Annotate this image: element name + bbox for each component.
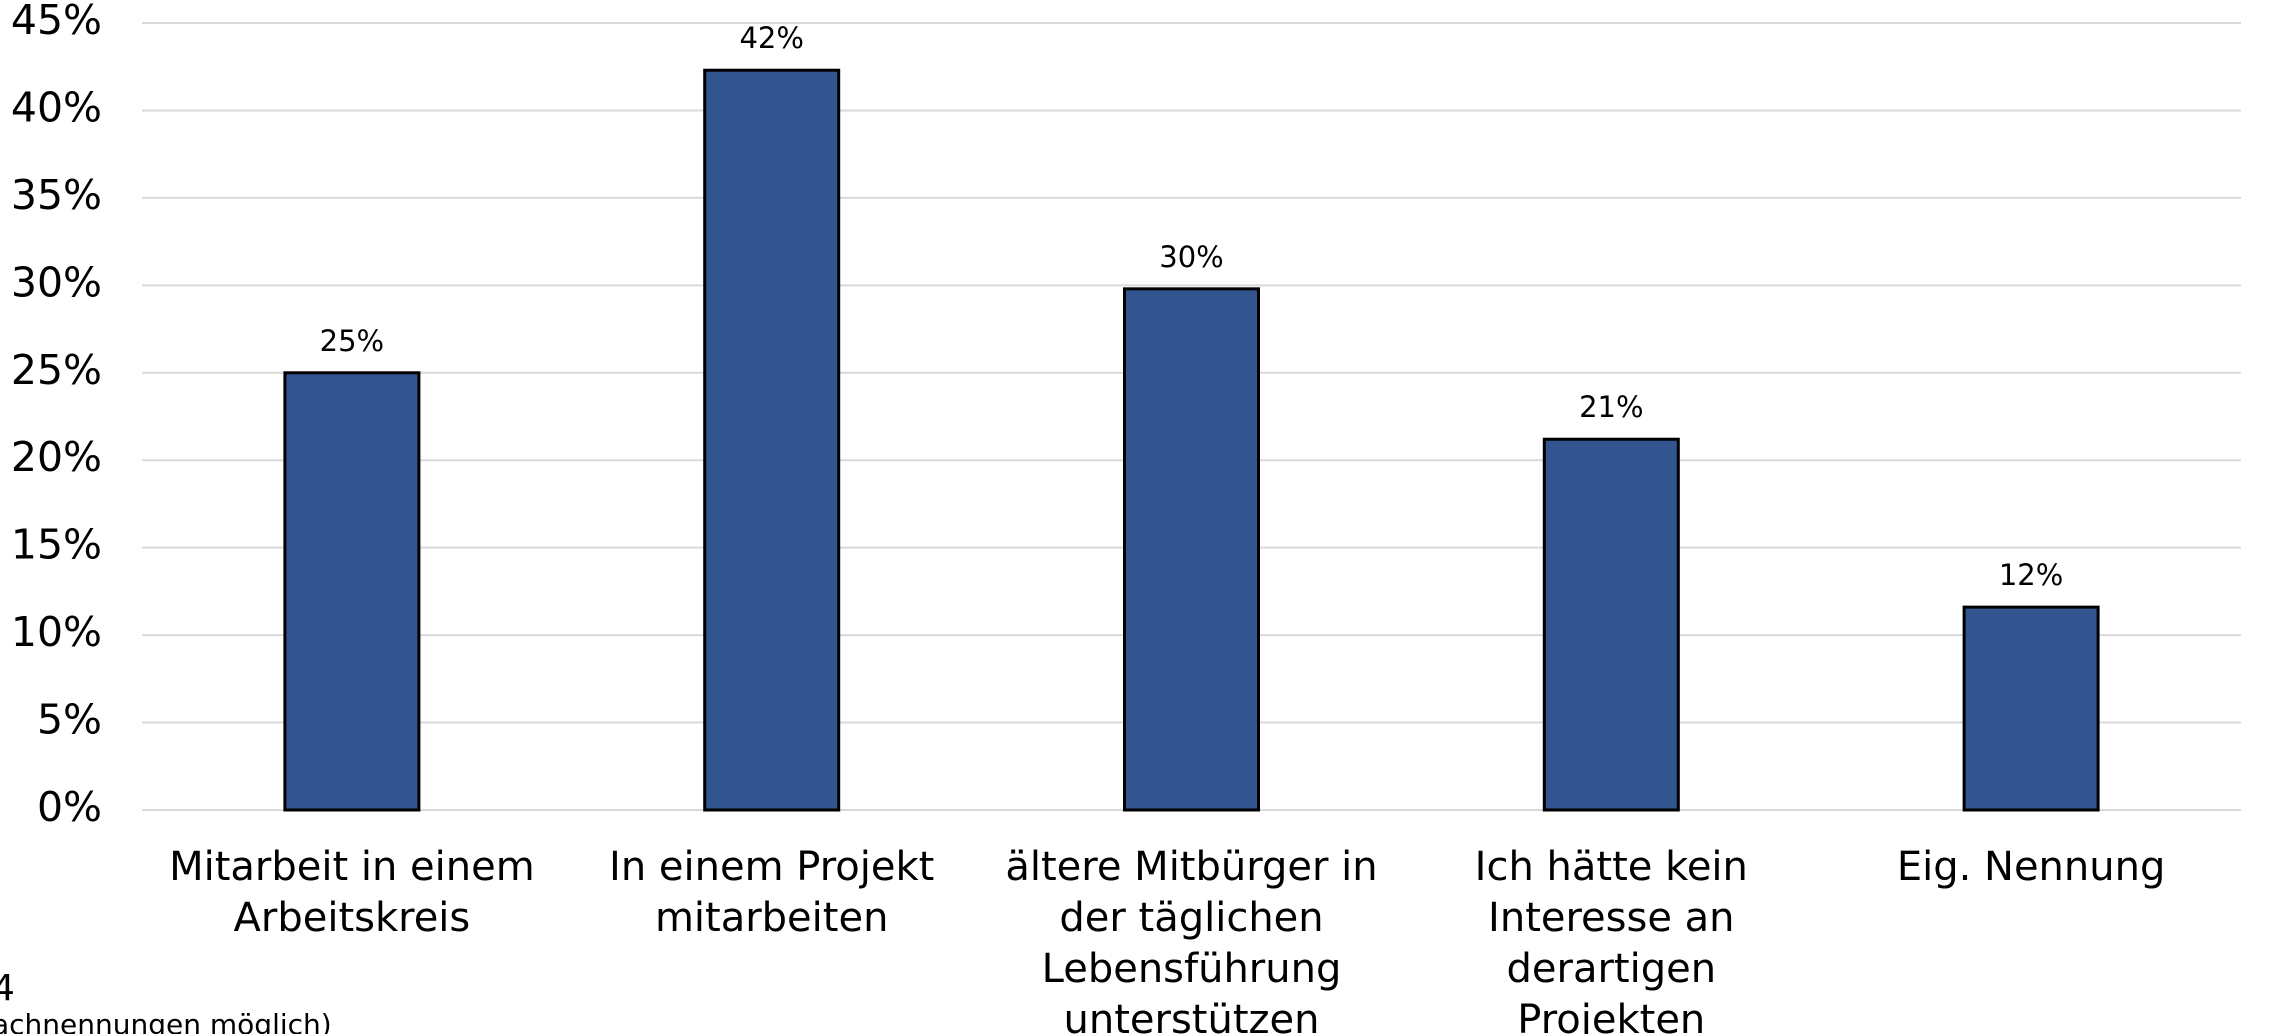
bar: [1962, 605, 2100, 812]
x-tick-label: In einem Projekt mitarbeiten: [609, 844, 935, 941]
bar: [1542, 437, 1680, 812]
annotation: 4: [0, 968, 15, 1009]
value-label: 42%: [739, 21, 803, 55]
value-label: 30%: [1159, 240, 1223, 274]
y-tick-label: 0%: [37, 783, 102, 831]
value-label: 25%: [320, 324, 384, 358]
y-tick-label: 20%: [11, 433, 102, 481]
y-tick-label: 5%: [37, 696, 102, 744]
value-label: 12%: [1999, 558, 2063, 592]
y-tick-label: 40%: [11, 83, 102, 131]
y-tick-label: 30%: [11, 258, 102, 306]
y-tick-label: 25%: [11, 346, 102, 394]
y-tick-label: 45%: [11, 0, 102, 44]
annotation: achnennungen möglich): [0, 1008, 332, 1034]
bar: [703, 68, 841, 812]
bar: [283, 371, 421, 812]
x-tick-label: Eig. Nennung: [1896, 844, 2166, 890]
x-tick-label: ältere Mitbürger in der täglichen Lebens…: [1005, 844, 1378, 1034]
x-tick-label: Mitarbeit in einem Arbeitskreis: [169, 844, 535, 941]
value-label: 21%: [1579, 390, 1643, 424]
y-tick-label: 35%: [11, 171, 102, 219]
y-tick-label: 15%: [11, 521, 102, 569]
bar: [1123, 287, 1260, 812]
x-tick-label: Ich hätte kein Interesse an derartigen P…: [1474, 844, 1748, 1034]
y-tick-label: 10%: [11, 608, 102, 656]
